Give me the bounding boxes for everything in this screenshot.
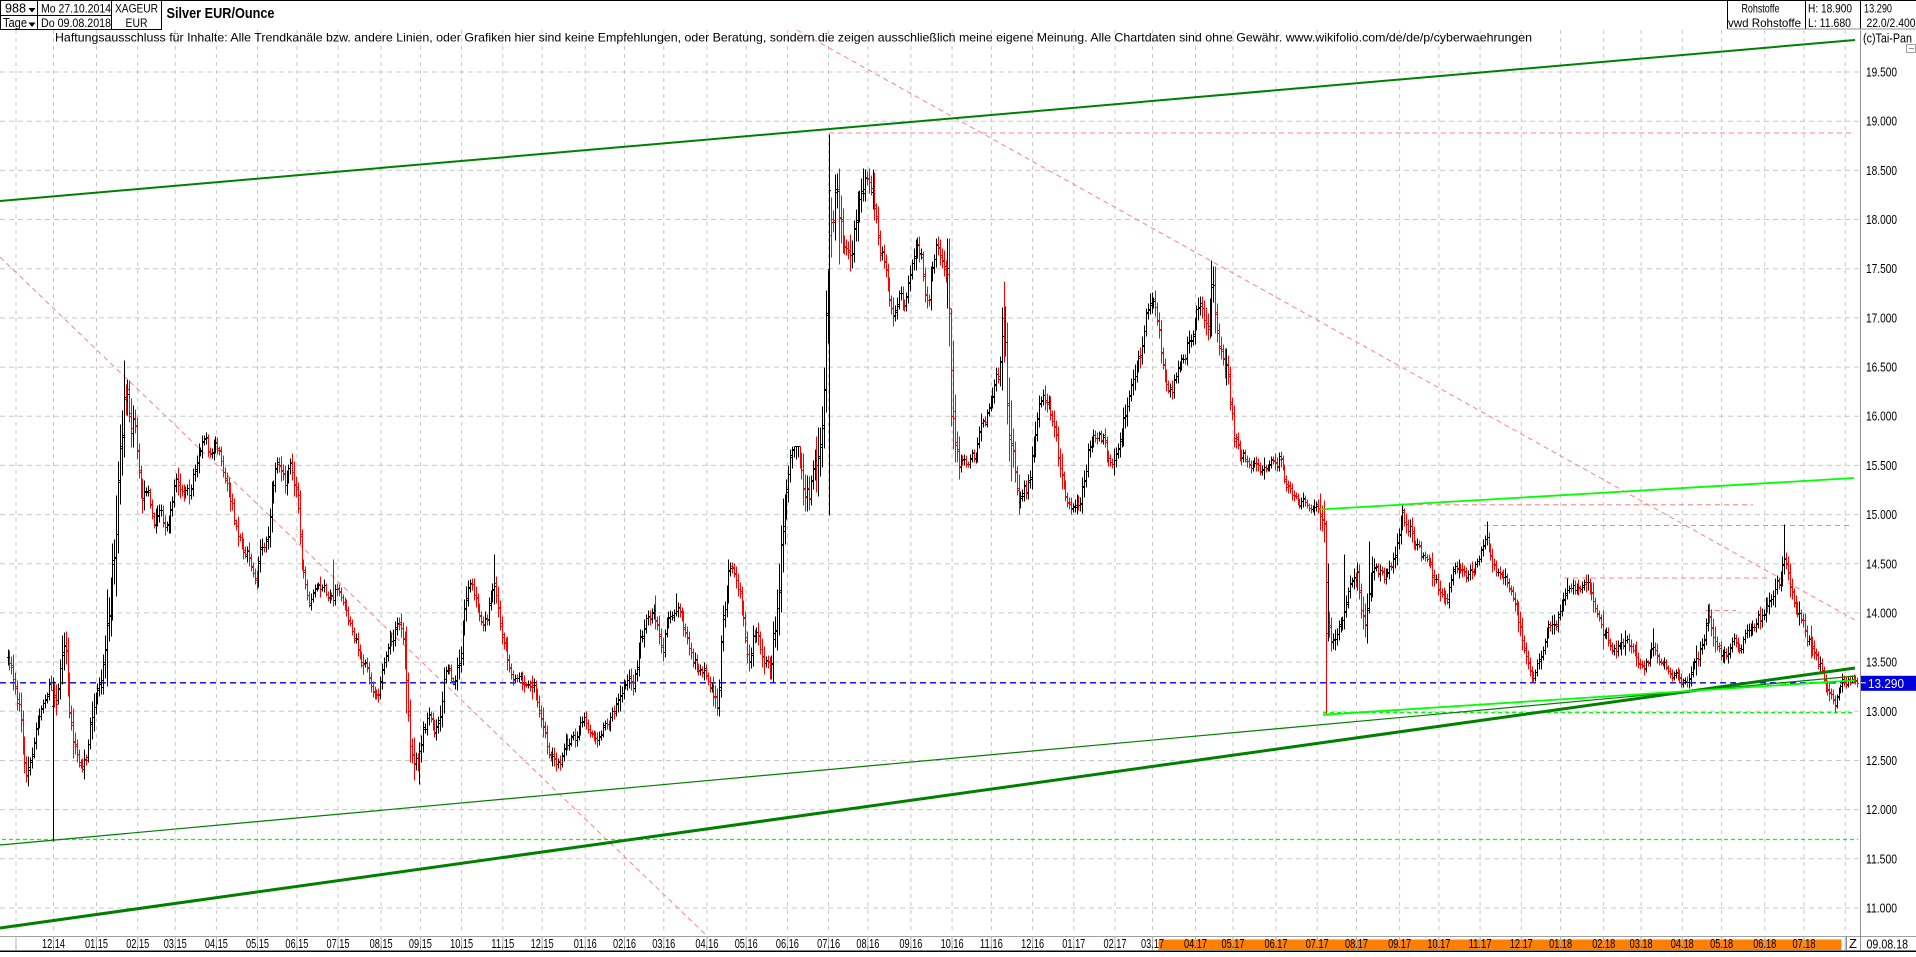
svg-text:13.500: 13.500 [1866,655,1897,670]
svg-text:vwd Rohstoffe: vwd Rohstoffe [1728,16,1801,30]
svg-text:22.0/2.400: 22.0/2.400 [1867,16,1916,30]
svg-text:01.17: 01.17 [1062,936,1085,951]
svg-text:05.17: 05.17 [1222,936,1245,951]
svg-text:01.18: 01.18 [1549,936,1572,951]
svg-text:12.000: 12.000 [1866,802,1897,817]
svg-text:Haftungsausschluss für Inhalte: Haftungsausschluss für Inhalte: Alle Tre… [55,31,1532,45]
svg-text:04.18: 04.18 [1671,936,1694,951]
svg-text:09.16: 09.16 [899,936,922,951]
svg-text:06.16: 06.16 [776,936,799,951]
svg-text:14.000: 14.000 [1866,605,1897,620]
svg-text:XAGEUR: XAGEUR [115,2,158,16]
svg-text:17.500: 17.500 [1866,261,1897,276]
svg-text:11.17: 11.17 [1469,936,1492,951]
svg-text:10.17: 10.17 [1427,936,1450,951]
svg-text:09.15: 09.15 [409,936,432,951]
svg-text:08.17: 08.17 [1345,936,1368,951]
svg-text:11.15: 11.15 [491,936,514,951]
svg-text:05.18: 05.18 [1710,936,1733,951]
svg-text:04.16: 04.16 [695,936,718,951]
svg-text:02.15: 02.15 [126,936,149,951]
svg-text:16.000: 16.000 [1866,409,1897,424]
svg-text:06.15: 06.15 [285,936,308,951]
svg-text:988: 988 [5,1,26,16]
svg-text:04.17: 04.17 [1184,936,1207,951]
svg-text:08.16: 08.16 [856,936,879,951]
svg-text:05.16: 05.16 [735,936,758,951]
svg-text:Tage: Tage [3,15,27,30]
svg-text:06.18: 06.18 [1753,936,1776,951]
svg-text:12.15: 12.15 [531,936,554,951]
svg-text:18.000: 18.000 [1866,212,1897,227]
svg-text:EUR: EUR [126,16,148,30]
svg-text:15.500: 15.500 [1866,458,1897,473]
svg-text:12.14: 12.14 [42,936,65,951]
svg-text:03.15: 03.15 [164,936,187,951]
svg-text:08.15: 08.15 [370,936,393,951]
svg-text:Do 09.08.2018: Do 09.08.2018 [41,16,111,30]
svg-text:17.000: 17.000 [1866,310,1897,325]
svg-text:12.16: 12.16 [1021,936,1044,951]
svg-text:H: 18.900: H: 18.900 [1808,2,1852,16]
svg-text:10.15: 10.15 [450,936,473,951]
svg-text:Rohstoffe: Rohstoffe [1742,2,1780,16]
svg-text:03.18: 03.18 [1630,936,1653,951]
svg-text:01.15: 01.15 [85,936,108,951]
svg-text:19.000: 19.000 [1866,114,1897,129]
svg-text:11.000: 11.000 [1866,901,1897,916]
svg-text:09.08.18: 09.08.18 [1867,937,1909,952]
svg-text:14.500: 14.500 [1866,556,1897,571]
svg-text:07.17: 07.17 [1306,936,1329,951]
svg-text:18.500: 18.500 [1866,163,1897,178]
svg-text:10.16: 10.16 [941,936,964,951]
svg-text:02.18: 02.18 [1592,936,1615,951]
svg-text:07.18: 07.18 [1793,936,1816,951]
svg-text:(c)Tai-Pan: (c)Tai-Pan [1863,31,1912,46]
svg-text:07.15: 07.15 [327,936,350,951]
svg-text:03.16: 03.16 [652,936,675,951]
svg-text:06.17: 06.17 [1265,936,1288,951]
svg-text:L: 11.680: L: 11.680 [1808,16,1851,30]
svg-text:11.500: 11.500 [1866,851,1897,866]
svg-text:09.17: 09.17 [1388,936,1411,951]
svg-text:13.000: 13.000 [1866,704,1897,719]
svg-text:02.16: 02.16 [613,936,636,951]
svg-text:Silver EUR/Ounce: Silver EUR/Ounce [167,5,275,22]
svg-text:16.500: 16.500 [1866,360,1897,375]
svg-text:19.500: 19.500 [1866,65,1897,80]
svg-text:15.000: 15.000 [1866,507,1897,522]
svg-text:Mo 27.10.2014: Mo 27.10.2014 [41,2,111,16]
svg-text:12.500: 12.500 [1866,753,1897,768]
svg-text:05.15: 05.15 [246,936,269,951]
svg-text:02.17: 02.17 [1104,936,1127,951]
svg-text:01.16: 01.16 [574,936,597,951]
svg-text:13.290: 13.290 [1868,676,1904,691]
svg-text:03.17: 03.17 [1141,936,1164,951]
svg-text:07.16: 07.16 [817,936,840,951]
svg-text:04.15: 04.15 [205,936,228,951]
svg-text:12.17: 12.17 [1510,936,1533,951]
svg-text:13.290: 13.290 [1864,2,1892,16]
svg-text:Z: Z [1849,936,1857,951]
svg-text:11.16: 11.16 [980,936,1003,951]
